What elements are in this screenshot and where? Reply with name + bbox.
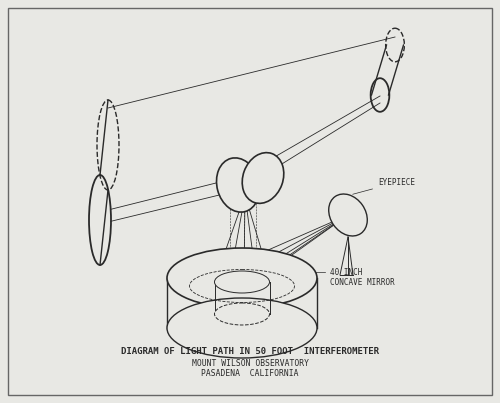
Text: DIAGRAM OF LIGHT PATH IN 50 FOOT  INTERFEROMETER: DIAGRAM OF LIGHT PATH IN 50 FOOT INTERFE… — [121, 347, 379, 357]
Ellipse shape — [167, 298, 317, 358]
Ellipse shape — [216, 158, 260, 212]
Ellipse shape — [214, 303, 270, 325]
Ellipse shape — [167, 248, 317, 308]
Ellipse shape — [242, 153, 284, 204]
Text: EYEPIECE: EYEPIECE — [352, 178, 415, 194]
Ellipse shape — [328, 194, 368, 236]
Text: CONCAVE MIRROR: CONCAVE MIRROR — [330, 278, 395, 287]
Ellipse shape — [214, 271, 270, 293]
Text: PASADENA  CALIFORNIA: PASADENA CALIFORNIA — [201, 370, 299, 378]
Text: 40 INCH: 40 INCH — [330, 268, 362, 277]
Text: MOUNT WILSON OBSERVATORY: MOUNT WILSON OBSERVATORY — [192, 359, 308, 368]
